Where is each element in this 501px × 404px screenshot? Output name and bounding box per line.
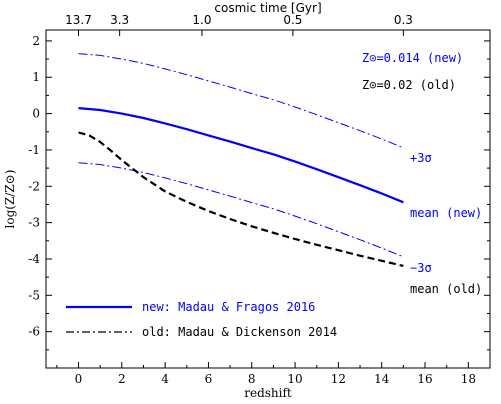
top-tick-label: 0.3	[394, 13, 413, 27]
y-tick-label: -4	[28, 252, 40, 266]
series-line-new-mean	[78, 107, 404, 204]
x-axis-title: redshift	[244, 386, 292, 400]
zsun-new-note: Z⊙=0.014 (new)	[362, 51, 463, 65]
x-tick-label: 0	[75, 372, 83, 386]
x-tick-label: 16	[417, 372, 432, 386]
top-tick-label: 1.0	[192, 13, 211, 27]
series-line-old-mean	[78, 131, 404, 267]
legend-label-new: new: Madau & Fragos 2016	[142, 300, 315, 314]
y-tick-label: -1	[28, 143, 40, 157]
minus3sigma-label: −3σ	[410, 261, 432, 275]
mean-old-label: mean (old)	[410, 282, 482, 296]
x-tick-label: 10	[287, 372, 302, 386]
y-tick-label: -6	[28, 325, 40, 339]
top-axis-title: cosmic time [Gyr]	[214, 1, 321, 15]
x-tick-label: 18	[461, 372, 476, 386]
top-tick-label: 3.3	[110, 13, 129, 27]
x-tick-label: 6	[205, 372, 213, 386]
x-tick-label: 14	[374, 372, 390, 386]
x-tick-label: 2	[118, 372, 126, 386]
plus3sigma-label: +3σ	[410, 151, 432, 165]
y-axis-title: log(Z/Z⊙)	[3, 170, 17, 229]
top-tick-label: 0.5	[283, 13, 302, 27]
series-line-new-minus3sigma	[78, 162, 404, 258]
y-tick-label: 0	[32, 107, 40, 121]
series-line-new-plus3sigma	[78, 53, 404, 149]
y-tick-label: -3	[28, 216, 40, 230]
legend-label-old: old: Madau & Dickenson 2014	[142, 325, 337, 339]
mean-new-label: mean (new)	[410, 206, 482, 220]
plot-frame	[45, 29, 491, 369]
y-tick-label: -5	[28, 288, 40, 302]
y-tick-label: 2	[32, 34, 40, 48]
series-layer	[78, 53, 404, 267]
zsun-old-note: Z⊙=0.02 (old)	[362, 78, 456, 92]
x-tick-label: 12	[331, 372, 346, 386]
x-tick-label: 4	[161, 372, 169, 386]
y-tick-label: 1	[32, 70, 40, 84]
y-tick-label: -2	[28, 179, 40, 193]
x-tick-label: 8	[248, 372, 256, 386]
top-tick-label: 13.7	[65, 13, 92, 27]
